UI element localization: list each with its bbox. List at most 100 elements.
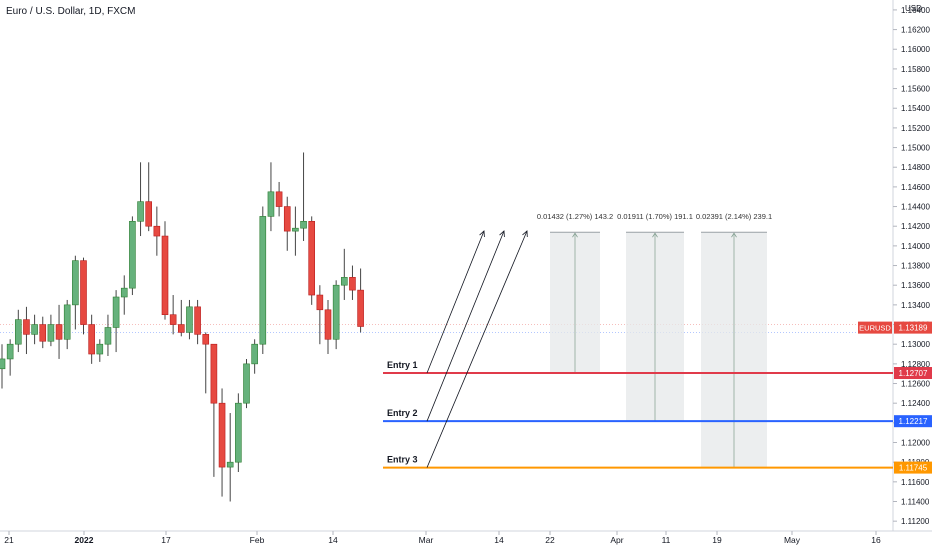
price-tick-label: 1.12800 [901, 360, 930, 369]
measure-label: 0.02391 (2.14%) 239.1 [696, 212, 772, 221]
candle-body [47, 324, 55, 342]
price-tick-label: 1.13400 [901, 301, 930, 310]
candle-body [218, 402, 226, 468]
candle-body [6, 343, 14, 360]
candle-body [251, 343, 258, 365]
price-tick-label: 1.15400 [901, 104, 930, 113]
time-tick-label: 22 [545, 535, 555, 545]
time-tick-label: Feb [250, 535, 265, 545]
measure-label: 0.01432 (1.27%) 143.2 [537, 212, 613, 221]
price-tick-label: 1.13600 [901, 281, 930, 290]
projection-arrow[interactable] [426, 230, 485, 374]
price-tick-label: 1.12400 [901, 399, 930, 408]
entry-price-label: 1.11745 [899, 464, 928, 473]
price-tick-label: 1.14400 [901, 203, 930, 212]
candle-body [210, 343, 218, 404]
candle-body [275, 191, 283, 207]
current-price-tag [894, 321, 932, 334]
entry-label: Entry 1 [387, 360, 418, 370]
candle-body [63, 304, 71, 340]
candle-body [72, 260, 79, 306]
candle-body [283, 206, 291, 232]
candle-body [39, 324, 47, 342]
candle-body [259, 216, 267, 345]
price-tick-label: 1.12600 [901, 380, 930, 389]
price-tick-label: 1.14200 [901, 222, 930, 231]
price-tick-label: 1.11200 [901, 517, 930, 526]
price-tick-label: 1.15000 [901, 144, 930, 153]
projection-arrow[interactable] [426, 230, 528, 468]
candle-body [31, 324, 38, 335]
time-tick-label: 16 [871, 535, 881, 545]
projection-arrow[interactable] [426, 230, 505, 422]
candle-body [340, 277, 348, 286]
candle-body [145, 201, 152, 227]
entry-price-label: 1.12707 [899, 369, 928, 378]
time-tick-label: 19 [712, 535, 722, 545]
candle-body [235, 402, 242, 463]
candle-body [349, 277, 356, 291]
candle-body [55, 324, 63, 340]
candle-body [300, 220, 307, 229]
entry-price-tag [894, 461, 932, 474]
price-unit-label: USD [905, 4, 922, 13]
candle-body [15, 319, 22, 345]
time-tick-label: 2022 [75, 535, 94, 545]
candle-body [332, 284, 340, 340]
measure-arrow-head [652, 232, 658, 238]
candle-body [178, 324, 185, 333]
price-tick-label: 1.15800 [901, 65, 930, 74]
candle-body [226, 461, 234, 468]
entry-label: Entry 3 [387, 455, 418, 465]
candle-body [137, 201, 144, 222]
entry-price-tag [894, 415, 932, 428]
price-tick-label: 1.11600 [901, 478, 930, 487]
time-tick-label: Apr [610, 535, 623, 545]
price-tick-label: 1.11400 [901, 498, 930, 507]
candle-body [267, 191, 275, 217]
price-tick-label: 1.15200 [901, 124, 930, 133]
time-tick-label: 14 [328, 535, 338, 545]
price-tick-label: 1.15600 [901, 85, 930, 94]
price-tick-label: 1.14600 [901, 183, 930, 192]
projection-arrow-head [479, 230, 485, 238]
projection-arrow-head [522, 230, 528, 238]
candle-body [243, 363, 250, 404]
time-tick-label: 14 [494, 535, 504, 545]
price-tick-label: 1.13800 [901, 262, 930, 271]
price-tick-label: 1.12000 [901, 439, 930, 448]
projection-arrow-head [499, 230, 505, 238]
current-price-label: 1.13189 [899, 324, 928, 333]
entry-price-tag [894, 367, 932, 380]
price-tick-label: 1.14800 [901, 163, 930, 172]
price-tick-label: 1.16200 [901, 26, 930, 35]
candle-body [186, 306, 193, 333]
entry-label: Entry 2 [387, 408, 418, 418]
price-tick-label: 1.13000 [901, 340, 930, 349]
measure-arrow-head [572, 232, 578, 238]
chart-title: Euro / U.S. Dollar, 1D, FXCM [6, 6, 136, 17]
candle-body [324, 309, 332, 340]
candle-body [129, 220, 136, 289]
candle-body [96, 343, 104, 355]
measure-arrow-head [731, 232, 737, 238]
time-tick-label: 11 [662, 535, 671, 545]
candle-body [161, 235, 169, 316]
candle-body [292, 227, 299, 232]
symbol-tag [858, 321, 892, 334]
price-tick-label: 1.16000 [901, 45, 930, 54]
candle-body [308, 220, 316, 296]
candle-body [120, 287, 128, 298]
measure-label: 0.01911 (1.70%) 191.1 [617, 212, 693, 221]
time-tick-label: 17 [161, 535, 171, 545]
time-tick-label: 21 [4, 535, 14, 545]
candle-body [194, 306, 201, 335]
candle-body [153, 225, 161, 237]
candle-body [202, 334, 210, 345]
candle-body [112, 296, 120, 328]
candle-body [88, 324, 95, 355]
candle-body [169, 314, 177, 325]
candle-body [316, 294, 324, 311]
